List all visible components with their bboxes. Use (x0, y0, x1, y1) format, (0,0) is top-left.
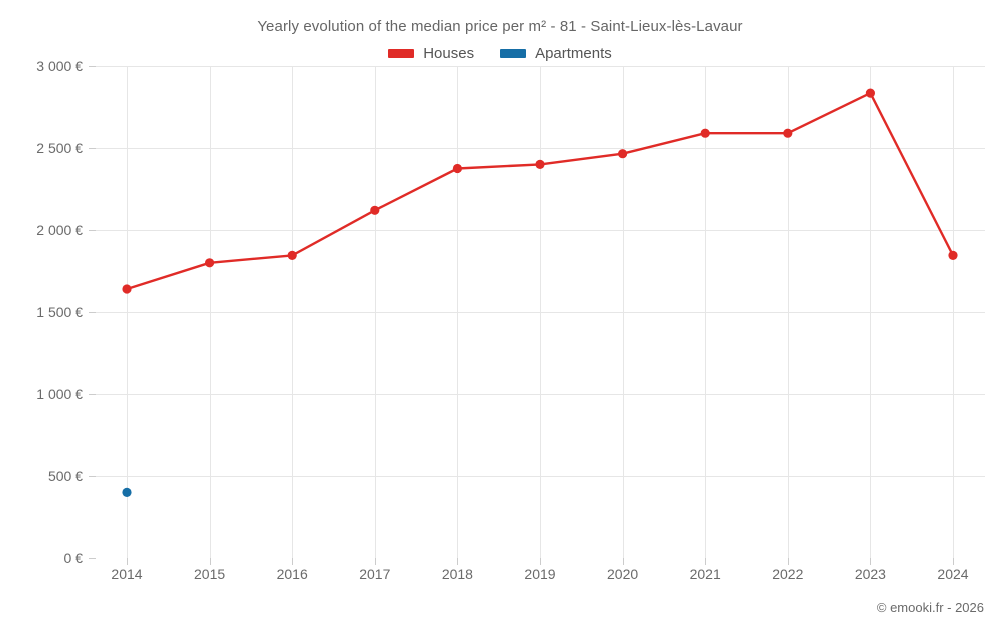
legend-swatch-houses (388, 49, 415, 58)
x-tick-label: 2018 (441, 566, 473, 582)
data-point-houses[interactable] (948, 250, 958, 260)
x-tick-label: 2023 (854, 566, 886, 582)
y-tick-mark (89, 230, 96, 231)
y-axis: 0 € 500 € 1 000 € 1 500 € 2 000 € 2 500 € 3 00… (0, 0, 96, 625)
x-tick-label: 2019 (524, 566, 556, 582)
grid-lines (96, 66, 985, 558)
y-tick-label: 3 000 € (36, 58, 83, 74)
y-tick-label: 2 000 € (36, 222, 83, 238)
y-tick-mark (89, 66, 96, 67)
data-point-houses[interactable] (370, 205, 380, 215)
x-tick-label: 2020 (607, 566, 639, 582)
data-point-houses[interactable] (535, 159, 545, 169)
data-point-houses[interactable] (783, 128, 793, 138)
y-tick-label: 0 € (63, 550, 83, 566)
data-points (122, 88, 958, 497)
y-tick-mark (89, 558, 96, 559)
x-tick-label: 2015 (194, 566, 226, 582)
data-point-houses[interactable] (865, 88, 876, 98)
data-point-houses[interactable] (287, 250, 297, 260)
x-tick-mark (870, 558, 871, 565)
y-tick-mark (89, 476, 96, 477)
x-tick-label: 2021 (689, 566, 721, 582)
y-tick-label: 2 500 € (36, 140, 83, 156)
y-tick-label: 1 500 € (36, 304, 83, 320)
legend-item-apartments[interactable]: Apartments (500, 45, 612, 62)
legend-label-houses: Houses (423, 45, 475, 62)
x-tick-label: 2024 (937, 566, 969, 582)
x-tick-mark (375, 558, 376, 565)
data-point-houses[interactable] (205, 258, 215, 268)
x-tick-mark (210, 558, 211, 565)
x-tick-label: 2022 (772, 566, 804, 582)
x-tick-mark (623, 558, 624, 565)
x-tick-mark (788, 558, 789, 565)
plot-svg (96, 66, 985, 558)
legend-label-apartments: Apartments (535, 45, 612, 62)
data-point-houses[interactable] (700, 128, 710, 138)
data-point-apartments[interactable] (122, 487, 132, 497)
y-tick-label: 1 000 € (36, 386, 83, 402)
footer-credit: © emooki.fr - 2026 (876, 600, 984, 615)
plot-area (96, 66, 985, 558)
x-tick-mark (705, 558, 706, 565)
x-tick-mark (457, 558, 458, 565)
data-point-houses[interactable] (452, 163, 462, 174)
y-tick-mark (89, 394, 96, 395)
y-tick-mark (89, 312, 96, 313)
legend-swatch-apartments (500, 49, 527, 58)
data-point-houses[interactable] (618, 149, 628, 159)
y-tick-mark (89, 148, 96, 149)
data-point-houses[interactable] (122, 284, 132, 294)
x-tick-label: 2014 (111, 566, 143, 582)
x-tick-mark (127, 558, 128, 565)
x-tick-mark (292, 558, 293, 565)
x-tick-label: 2016 (276, 566, 308, 582)
x-tick-mark (540, 558, 541, 565)
x-tick-mark (953, 558, 954, 565)
legend-item-houses[interactable]: Houses (388, 45, 474, 62)
chart-title: Yearly evolution of the median price per… (257, 18, 743, 35)
chart-legend: Houses Apartments (0, 45, 1000, 62)
x-tick-label: 2017 (359, 566, 391, 582)
y-tick-label: 500 € (47, 468, 83, 484)
